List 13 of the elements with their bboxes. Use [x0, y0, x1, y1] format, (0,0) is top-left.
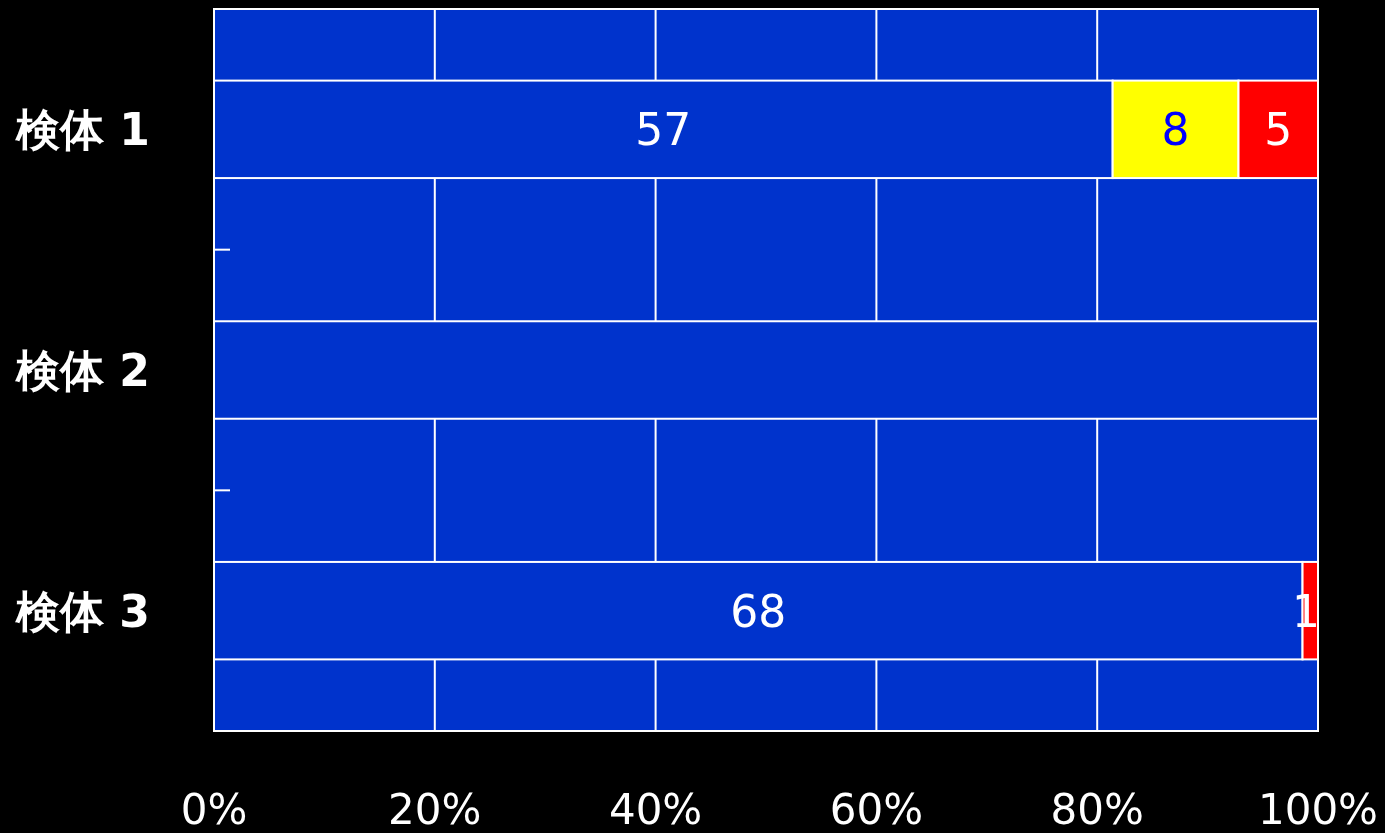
x-tick-label: 0%: [180, 785, 248, 833]
text: 68: [730, 585, 787, 637]
y-tick-label: 検体 1: [15, 104, 150, 156]
x-tick-label: 20%: [388, 785, 482, 833]
x-tick-label: 60%: [829, 785, 924, 833]
series: 8: [1111, 79, 1240, 180]
y-tick-label: 検体 2: [15, 345, 150, 396]
y-tick-label: 検体 3: [15, 585, 150, 637]
text: 57: [635, 104, 692, 156]
x-tick-label: 40%: [608, 785, 703, 833]
text: 5: [1264, 104, 1293, 156]
x-tick-label: 100%: [1257, 785, 1379, 833]
x-tick-label: 80%: [1050, 785, 1144, 833]
